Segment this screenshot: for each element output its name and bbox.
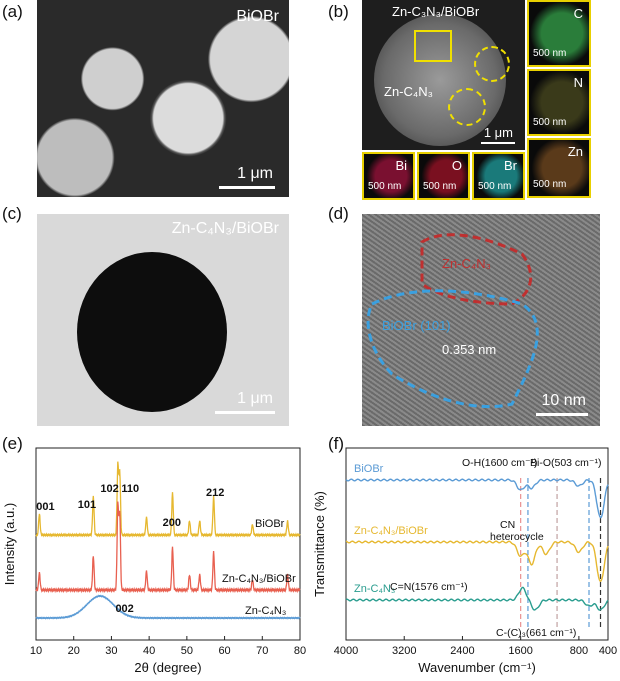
- panel-label-d: (d): [328, 204, 349, 223]
- sem-title: Zn-C₃N₃/BiOBr: [392, 4, 480, 19]
- series-label: BiOBr: [255, 518, 285, 530]
- x-tick-label: 10: [30, 645, 42, 657]
- x-axis-label: Wavenumber (cm⁻¹): [418, 660, 536, 675]
- highlight-circle: [448, 88, 486, 126]
- sem-image-composite: Zn-C₃N₃/BiOBr Zn-C₄N₃ 1 μm: [362, 0, 525, 150]
- xrd-chart: 10 20 30 40 50 60 70 80 2θ (degree) Intensity (a.…: [2, 447, 306, 675]
- panel-label-e: (e): [2, 434, 23, 453]
- annotation: CN: [500, 519, 515, 531]
- sem-image-biobr: BiOBr 1 μm: [37, 0, 289, 197]
- x-tick-label: 4000: [334, 645, 358, 657]
- panel-label-a: (a): [2, 2, 23, 21]
- peak-label: 200: [163, 517, 181, 529]
- scale-bar: [215, 411, 275, 414]
- eds-map-zn: Zn 500 nm: [527, 138, 591, 198]
- series-line: [345, 586, 609, 611]
- annotation: C-(C)₃(661 cm⁻¹): [496, 627, 576, 639]
- x-tick-label: 60: [218, 645, 230, 657]
- highlight-circle: [474, 46, 510, 82]
- series-line: [35, 501, 301, 594]
- panel-label-f: (f): [328, 434, 345, 453]
- peak-label: 212: [206, 487, 224, 499]
- series-line: [345, 478, 609, 519]
- eds-map-n: N 500 nm: [527, 69, 591, 136]
- plot-frame: [345, 447, 609, 641]
- scale-bar: [536, 413, 588, 416]
- x-tick-label: 40: [143, 645, 155, 657]
- series-label: Zn-C₄N₃/BiOBr: [354, 525, 428, 537]
- sem-title: BiOBr: [236, 8, 279, 25]
- y-axis-label: Intensity (a.u.): [2, 503, 17, 585]
- annotation: heterocycle: [490, 531, 544, 543]
- scale-label: 500 nm: [533, 179, 567, 190]
- x-tick-label: 70: [256, 645, 268, 657]
- eds-map-c: C 500 nm: [527, 0, 591, 67]
- series-line: [345, 540, 609, 582]
- peak-label: 102: [100, 483, 118, 495]
- highlight-box: [414, 30, 452, 62]
- element-label: Br: [504, 158, 517, 173]
- scale-label: 500 nm: [533, 117, 567, 128]
- annotation: Bi-O(503 cm⁻¹): [530, 457, 601, 469]
- tem-title: Zn-C₄N₃/BiOBr: [171, 220, 279, 237]
- series-label: Zn-C₄N₃/BiOBr: [222, 573, 296, 585]
- scale-label: 1 μm: [237, 390, 273, 407]
- microsphere: [77, 252, 227, 412]
- element-label: C: [573, 6, 583, 21]
- scale-label: 10 nm: [541, 392, 586, 409]
- scale-label: 500 nm: [533, 48, 567, 59]
- element-label: Zn: [567, 144, 583, 159]
- scale-bar: [219, 186, 275, 189]
- tem-image: Zn-C₄N₃/BiOBr 1 μm: [37, 214, 289, 426]
- series-line: [35, 594, 301, 620]
- peak-label: 101: [78, 499, 96, 511]
- scale-bar: [481, 142, 515, 144]
- scale-label: 500 nm: [478, 181, 512, 192]
- peak-label: 110: [121, 483, 139, 495]
- scale-label: 500 nm: [368, 181, 402, 192]
- eds-map-br: Br 500 nm: [472, 152, 525, 200]
- element-label: O: [451, 158, 462, 173]
- x-tick-label: 1600: [508, 645, 532, 657]
- panel-label-c: (c): [2, 204, 22, 223]
- peak-label: 002: [115, 603, 133, 615]
- x-tick-label: 20: [68, 645, 80, 657]
- element-label: N: [573, 75, 583, 90]
- element-label: Bi: [395, 158, 407, 173]
- series-label: Zn-C₄N₃: [354, 583, 395, 595]
- x-tick-label: 800: [570, 645, 588, 657]
- scale-label: 1 μm: [483, 125, 513, 140]
- x-tick-label: 80: [294, 645, 306, 657]
- ftir-chart: 4000 3200 2400 1600 800 400 Wavenumber (cm⁻¹) T…: [312, 447, 617, 675]
- series-label: Zn-C₄N₃: [245, 605, 286, 617]
- lattice-spacing: 0.353 nm: [442, 342, 497, 357]
- series-label: BiOBr: [354, 463, 384, 475]
- annotation: C=N(1576 cm⁻¹): [390, 581, 468, 593]
- hrtem-image: Zn-C₄N₃ BiOBr (101) 0.353 nm 10 nm: [362, 214, 600, 426]
- x-tick-label: 3200: [392, 645, 416, 657]
- eds-map-o: O 500 nm: [417, 152, 470, 200]
- peak-label: 001: [36, 501, 54, 513]
- x-tick-label: 50: [181, 645, 193, 657]
- plot-frame: [35, 447, 301, 641]
- x-tick-label: 30: [105, 645, 117, 657]
- scale-label: 500 nm: [423, 181, 457, 192]
- region-label: BiOBr (101): [382, 318, 451, 333]
- annotation: O-H(1600 cm⁻¹): [462, 457, 538, 469]
- arrow-label: Zn-C₄N₃: [384, 84, 433, 99]
- x-tick-label: 400: [599, 645, 617, 657]
- scale-label: 1 μm: [237, 165, 273, 182]
- y-axis-label: Transmittance (%): [312, 491, 327, 597]
- region-label: Zn-C₄N₃: [442, 256, 491, 271]
- series-line: [35, 461, 301, 538]
- x-tick-label: 2400: [450, 645, 474, 657]
- eds-map-bi: Bi 500 nm: [362, 152, 415, 200]
- panel-label-b: (b): [328, 2, 349, 21]
- x-axis-label: 2θ (degree): [134, 660, 201, 675]
